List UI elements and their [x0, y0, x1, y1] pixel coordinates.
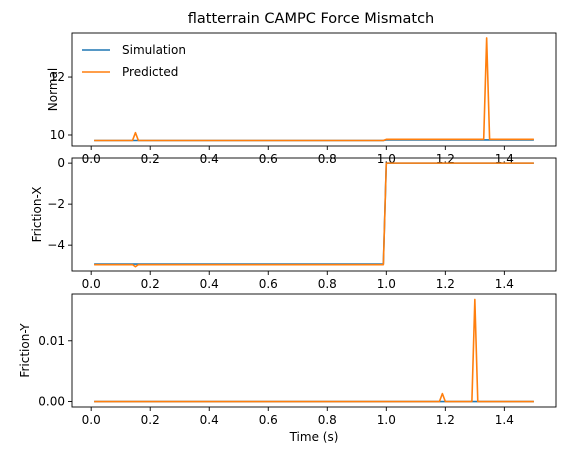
- x-tick-label: 0.4: [200, 277, 219, 291]
- x-tick-label: 0.0: [82, 413, 101, 427]
- legend-label-simulation: Simulation: [122, 43, 186, 57]
- x-tick-label: 0.6: [259, 152, 278, 166]
- x-tick-label: 0.4: [200, 152, 219, 166]
- series-line-predicted-2: [94, 162, 534, 268]
- x-tick-label: 1.2: [436, 277, 455, 291]
- y-tick-label: 0: [57, 156, 65, 170]
- panel-1: 0.0 0.2 0.4 0.6 0.8 1.0 1.2 1.41012NormalSimula…: [46, 32, 557, 166]
- y-tick-label: 0.01: [38, 334, 65, 348]
- x-tick-label: 0.2: [141, 413, 160, 427]
- chart-title: flatterrain CAMPC Force Mismatch: [188, 11, 435, 27]
- x-tick-label: 0.4: [200, 413, 219, 427]
- legend: Simulation Predicted: [82, 43, 186, 79]
- x-tick-label: 0.6: [259, 277, 278, 291]
- y-tick-label: 10: [50, 128, 65, 142]
- x-axis-label: Time (s): [289, 430, 339, 444]
- x-tick-label: 1.0: [377, 277, 396, 291]
- y-tick-label: 12: [50, 70, 65, 84]
- x-tick-label: 1.0: [377, 413, 396, 427]
- axes-frame: [71, 157, 557, 272]
- x-tick-label: 0.8: [318, 152, 337, 166]
- x-tick-label: 0.0: [82, 277, 101, 291]
- axes-frame: [71, 293, 557, 408]
- y-axis-label: Friction-Y: [18, 323, 32, 378]
- y-axis-label: Normal: [46, 68, 60, 111]
- axes-frame: [71, 32, 557, 147]
- panel-3: 0.0 0.2 0.4 0.6 0.8 1.0 1.2 1.4 0.00 0.01 Friction…: [18, 293, 557, 444]
- y-tick-label: −2: [47, 197, 65, 211]
- legend-label-predicted: Predicted: [122, 65, 178, 79]
- x-tick-label: 0.6: [259, 413, 278, 427]
- y-tick-label: 0.00: [38, 395, 65, 409]
- series-line-predicted-1: [94, 37, 534, 142]
- x-tick-label: 0.2: [141, 152, 160, 166]
- x-tick-label: 1.4: [495, 277, 514, 291]
- x-tick-label: 1.2: [436, 413, 455, 427]
- x-tick-label: 1.4: [495, 413, 514, 427]
- x-tick-label: 0.2: [141, 277, 160, 291]
- x-tick-label: 0.0: [82, 152, 101, 166]
- y-axis-label: Friction-X: [30, 187, 44, 243]
- x-tick-label: 0.8: [318, 413, 337, 427]
- series-line-simulation-2: [94, 162, 534, 265]
- y-tick-label: −4: [47, 238, 65, 252]
- x-tick-label: 0.8: [318, 277, 337, 291]
- series-line-predicted-3: [94, 298, 534, 403]
